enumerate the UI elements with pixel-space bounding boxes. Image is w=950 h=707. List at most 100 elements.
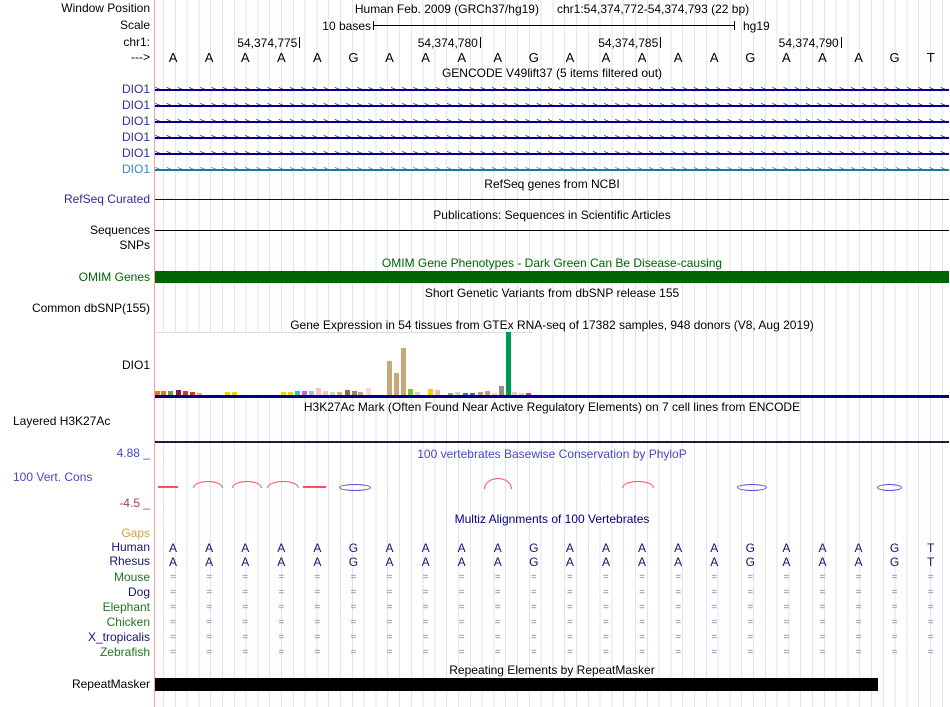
refseq-curated-item[interactable] [155,199,949,200]
gtex-tissue-bar [281,392,286,395]
multiz-row-elephant[interactable]: = = = = = = = = = = = = = = = = = = = = = = [155,601,949,614]
alignment-tick: = [314,602,321,613]
gencode-title[interactable]: GENCODE V49lift37 (5 items filtered out) [441,66,663,80]
multiz-row-mouse[interactable]: = = = = = = = = = = = = = = = = = = = = = = [155,571,949,584]
gencode-transcript-item[interactable]: >>>>>>>>>>>>>>>>>>>>>>>>>>>>>>>>>>>>>>>>… [155,82,949,98]
gtex-tissue-bar [323,391,328,395]
gencode-transcript-item[interactable]: >>>>>>>>>>>>>>>>>>>>>>>>>>>>>>>>>>>>>>>>… [155,162,949,178]
repeatmasker-label[interactable]: RepeatMasker [71,677,150,691]
multiz-row-x_tropicalis[interactable]: = = = = = = = = = = = = = = = = = = = = = = [155,631,949,644]
alignment-tick: = [386,572,393,583]
publications-snps-label[interactable]: SNPs [119,238,150,252]
gencode-transcript-label[interactable]: DIO1 [121,130,150,144]
gencode-transcript-label[interactable]: DIO1 [121,98,150,112]
gencode-transcript-label[interactable]: DIO1 [121,114,150,128]
ruler-coordinate-label: 54,374,780 [417,36,478,50]
gencode-transcript-item[interactable]: >>>>>>>>>>>>>>>>>>>>>>>>>>>>>>>>>>>>>>>>… [155,146,949,162]
multiz-row-chicken[interactable]: = = = = = = = = = = = = = = = = = = = = = = [155,616,949,629]
repeatmasker-title[interactable]: Repeating Elements by RepeatMasker [449,663,655,677]
species-label-zebrafish[interactable]: Zebrafish [99,645,150,659]
publications-sequences-item[interactable] [155,230,949,231]
species-label-elephant[interactable]: Elephant [102,600,150,614]
multiz-row-dog[interactable]: = = = = = = = = = = = = = = = = = = = = = = [155,586,949,599]
phylop-wiggle[interactable] [155,470,949,500]
alignment-tick: = [855,632,862,643]
gencode-transcript-item[interactable]: >>>>>>>>>>>>>>>>>>>>>>>>>>>>>>>>>>>>>>>>… [155,114,949,130]
base-letter: A [241,555,250,569]
layered-h3k27ac-label[interactable]: Layered H3K27Ac [13,414,111,428]
gtex-title[interactable]: Gene Expression in 54 tissues from GTEx … [290,318,814,332]
refseq-curated-label[interactable]: RefSeq Curated [63,192,150,206]
species-label-x_tropicalis[interactable]: X_tropicalis [87,630,150,644]
h3k27ac-track-line[interactable] [155,441,949,443]
alignment-tick: = [170,647,176,658]
dbsnp-title[interactable]: Short Genetic Variants from dbSNP releas… [424,286,680,300]
species-label-chicken[interactable]: Chicken [106,615,150,629]
base-letter: A [818,541,827,555]
multiz-gaps-label[interactable]: Gaps [121,526,150,540]
ruler-coordinate-tick [299,37,301,48]
alignment-tick: = [314,587,321,598]
alignment-tick: = [639,617,645,628]
gtex-tissue-bar [155,391,160,395]
base-letter: A [276,50,286,65]
alignment-tick: = [783,647,790,658]
alignment-tick: = [206,572,213,583]
species-label-human[interactable]: Human [111,540,150,554]
alignment-tick: = [675,617,682,628]
alignment-tick: = [855,602,862,613]
phylop-title[interactable]: 100 vertebrates Basewise Conservation by… [417,447,687,461]
alignment-tick: = [314,632,321,643]
multiz-title[interactable]: Multiz Alignments of 100 Vertebrates [454,512,650,526]
gencode-transcript-label[interactable]: DIO1 [121,146,150,160]
gencode-transcript-label[interactable]: DIO1 [121,82,150,96]
alignment-tick: = [278,647,285,658]
publications-title[interactable]: Publications: Sequences in Scientific Ar… [433,208,671,222]
gtex-tissue-bar [435,390,440,395]
gencode-transcript-item[interactable]: >>>>>>>>>>>>>>>>>>>>>>>>>>>>>>>>>>>>>>>>… [155,130,949,146]
common-dbsnp-label[interactable]: Common dbSNP(155) [31,301,150,315]
alignment-tick: = [170,617,176,628]
base-letter: G [528,50,539,65]
alignment-tick: = [314,617,321,628]
repeatmasker-element-bar[interactable] [155,678,878,691]
omim-gene-bar[interactable] [155,271,949,283]
base-letter: G [745,555,755,569]
base-letter: A [674,555,683,569]
gtex-gene-label[interactable]: DIO1 [121,358,150,372]
species-label-mouse[interactable]: Mouse [113,570,150,584]
omim-title[interactable]: OMIM Gene Phenotypes - Dark Green Can Be… [381,256,723,270]
vert-cons-label[interactable]: 100 Vert. Cons [13,470,93,484]
ruler-strand-arrow-label[interactable]: ---> [131,50,150,64]
omim-genes-label[interactable]: OMIM Genes [78,270,150,284]
h3k27ac-title[interactable]: H3K27Ac Mark (Often Found Near Active Re… [303,400,801,414]
gtex-tissue-bar [161,391,166,395]
base-letter: G [745,50,756,65]
alignment-tick: = [386,647,393,658]
alignment-tick: = [350,572,357,583]
scale-label: Scale [119,18,150,32]
alignment-tick: = [206,602,213,613]
gtex-bar-chart[interactable] [155,332,949,395]
alignment-tick: = [855,587,862,598]
species-label-dog[interactable]: Dog [127,585,150,599]
refseq-title[interactable]: RefSeq genes from NCBI [484,177,620,191]
species-label-rhesus[interactable]: Rhesus [109,554,150,568]
multiz-row-zebrafish[interactable]: = = = = = = = = = = = = = = = = = = = = = = [155,646,949,659]
alignment-tick: = [386,617,393,628]
alignment-tick: = [206,587,213,598]
base-letter: G [745,541,755,555]
transcript-line [155,105,949,107]
ruler-coordinate-label: 54,374,785 [598,36,659,50]
transcript-direction-arrows: >>>>>>>>>>>>>>>>>>>>>>>>>>>>>>>>>>>>>>>>… [155,85,949,95]
gencode-transcript-label[interactable]: DIO1 [121,162,150,176]
alignment-tick: = [350,632,357,643]
gencode-transcript-item[interactable]: >>>>>>>>>>>>>>>>>>>>>>>>>>>>>>>>>>>>>>>>… [155,98,949,114]
ruler-coordinate-tick [660,37,662,48]
base-letter: A [313,50,322,65]
publications-sequences-label[interactable]: Sequences [89,223,150,237]
